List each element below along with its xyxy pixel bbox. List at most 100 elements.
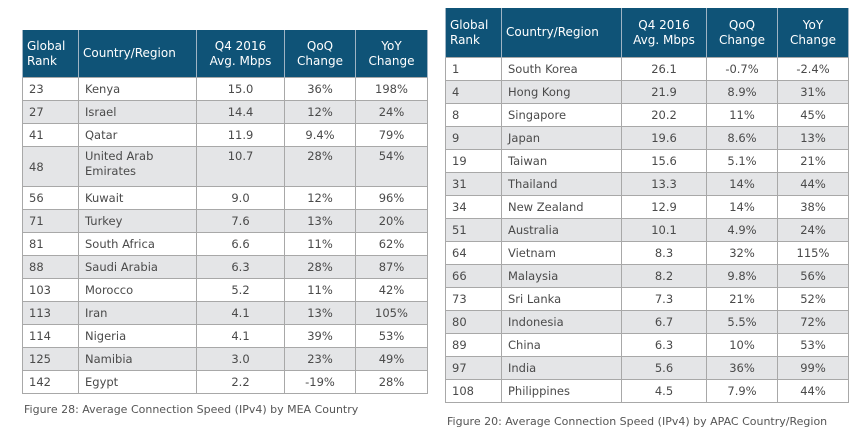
cell-country-region: India [501, 356, 622, 380]
cell-country-region: Namibia [78, 347, 197, 371]
cell-qoq-change: 8.9% [706, 80, 778, 104]
apac-figure-caption: Figure 20: Average Connection Speed (IPv… [447, 415, 828, 428]
cell-country-region: Malaysia [501, 264, 622, 288]
cell-yoy-change: 99% [777, 356, 849, 380]
cell-avg-mbps: 15.6 [621, 149, 707, 173]
cell-avg-mbps: 19.6 [621, 126, 707, 150]
cell-avg-mbps: 12.9 [621, 195, 707, 219]
cell-country-region: Sri Lanka [501, 287, 622, 311]
cell-yoy-change: 96% [355, 186, 428, 210]
cell-qoq-change: 9.4% [284, 123, 356, 147]
header-text-line: Country/Region [506, 25, 599, 39]
cell-global-rank: 4 [445, 80, 502, 104]
cell-qoq-change: -19% [284, 370, 356, 394]
cell-country-region: Kuwait [78, 186, 197, 210]
cell-yoy-change: 53% [777, 333, 849, 357]
cell-yoy-change: 28% [355, 370, 428, 394]
table-row: 88 Saudi Arabia 6.3 28% 87% [22, 255, 428, 279]
cell-qoq-change: 14% [706, 172, 778, 196]
header-qoq-change: QoQ Change [284, 30, 356, 78]
cell-qoq-change: 10% [706, 333, 778, 357]
cell-global-rank: 89 [445, 333, 502, 357]
cell-avg-mbps: 5.2 [196, 278, 285, 302]
cell-avg-mbps: 10.7 [196, 146, 285, 187]
cell-yoy-change: 72% [777, 310, 849, 334]
cell-global-rank: 88 [22, 255, 79, 279]
cell-yoy-change: -2.4% [777, 57, 849, 81]
cell-qoq-change: 36% [284, 77, 356, 101]
table-row: 8 Singapore 20.2 11% 45% [445, 103, 849, 127]
cell-yoy-change: 44% [777, 379, 849, 403]
cell-avg-mbps: 6.6 [196, 232, 285, 256]
table-row: 80 Indonesia 6.7 5.5% 72% [445, 310, 849, 334]
cell-country-region: Israel [78, 100, 197, 124]
cell-global-rank: 19 [445, 149, 502, 173]
header-yoy-change: YoY Change [355, 30, 428, 78]
cell-qoq-change: 13% [284, 301, 356, 325]
cell-avg-mbps: 5.6 [621, 356, 707, 380]
cell-country-region: South Korea [501, 57, 622, 81]
cell-global-rank: 48 [22, 146, 79, 187]
header-yoy-change: YoY Change [777, 8, 849, 58]
cell-avg-mbps: 14.4 [196, 100, 285, 124]
header-text-line: Q4 2016 [638, 17, 690, 32]
table-row: 51 Australia 10.1 4.9% 24% [445, 218, 849, 242]
cell-avg-mbps: 11.9 [196, 123, 285, 147]
header-text-line: YoY [802, 17, 824, 32]
cell-qoq-change: 4.9% [706, 218, 778, 242]
table-row: 41 Qatar 11.9 9.4% 79% [22, 123, 428, 147]
cell-global-rank: 81 [22, 232, 79, 256]
cell-avg-mbps: 8.2 [621, 264, 707, 288]
cell-country-region: Iran [78, 301, 197, 325]
cell-qoq-change: 11% [706, 103, 778, 127]
table-body: 1 South Korea 26.1 -0.7% -2.4% 4 Hong Kong 21.9… [445, 57, 849, 403]
cell-avg-mbps: 9.0 [196, 186, 285, 210]
cell-qoq-change: 7.9% [706, 379, 778, 403]
cell-global-rank: 71 [22, 209, 79, 233]
header-qoq-change: QoQ Change [706, 8, 778, 58]
table-row: 66 Malaysia 8.2 9.8% 56% [445, 264, 849, 288]
cell-qoq-change: 23% [284, 347, 356, 371]
cell-country-region: New Zealand [501, 195, 622, 219]
cell-avg-mbps: 3.0 [196, 347, 285, 371]
table-header-row: Global Rank Country/Region Q4 2016 Avg. Mbps… [22, 30, 428, 78]
cell-yoy-change: 115% [777, 241, 849, 265]
cell-avg-mbps: 13.3 [621, 172, 707, 196]
cell-yoy-change: 31% [777, 80, 849, 104]
cell-qoq-change: 9.8% [706, 264, 778, 288]
cell-yoy-change: 49% [355, 347, 428, 371]
cell-country-region: Kenya [78, 77, 197, 101]
cell-country-region: Japan [501, 126, 622, 150]
cell-global-rank: 8 [445, 103, 502, 127]
table-row: 142 Egypt 2.2 -19% 28% [22, 370, 428, 394]
cell-global-rank: 9 [445, 126, 502, 150]
table-row: 81 South Africa 6.6 11% 62% [22, 232, 428, 256]
table-row: 48 United Arab Emirates 10.7 28% 54% [22, 146, 428, 187]
cell-yoy-change: 87% [355, 255, 428, 279]
cell-qoq-change: 11% [284, 232, 356, 256]
table-row: 9 Japan 19.6 8.6% 13% [445, 126, 849, 150]
cell-qoq-change: 28% [284, 255, 356, 279]
cell-avg-mbps: 4.1 [196, 301, 285, 325]
cell-global-rank: 108 [445, 379, 502, 403]
cell-yoy-change: 105% [355, 301, 428, 325]
cell-yoy-change: 20% [355, 209, 428, 233]
cell-avg-mbps: 4.1 [196, 324, 285, 348]
header-avg-mbps: Q4 2016 Avg. Mbps [196, 30, 285, 78]
cell-global-rank: 142 [22, 370, 79, 394]
table-row: 31 Thailand 13.3 14% 44% [445, 172, 849, 196]
cell-yoy-change: 54% [355, 146, 428, 187]
cell-qoq-change: 14% [706, 195, 778, 219]
cell-qoq-change: 36% [706, 356, 778, 380]
table-row: 114 Nigeria 4.1 39% 53% [22, 324, 428, 348]
cell-qoq-change: 13% [284, 209, 356, 233]
cell-country-region: United Arab Emirates [78, 146, 197, 187]
cell-qoq-change: 11% [284, 278, 356, 302]
cell-country-region: Egypt [78, 370, 197, 394]
table-row: 71 Turkey 7.6 13% 20% [22, 209, 428, 233]
table-row: 97 India 5.6 36% 99% [445, 356, 849, 380]
header-text-line: Q4 2016 [214, 38, 267, 53]
cell-country-region: Indonesia [501, 310, 622, 334]
table-row: 89 China 6.3 10% 53% [445, 333, 849, 357]
cell-country-region: Hong Kong [501, 80, 622, 104]
